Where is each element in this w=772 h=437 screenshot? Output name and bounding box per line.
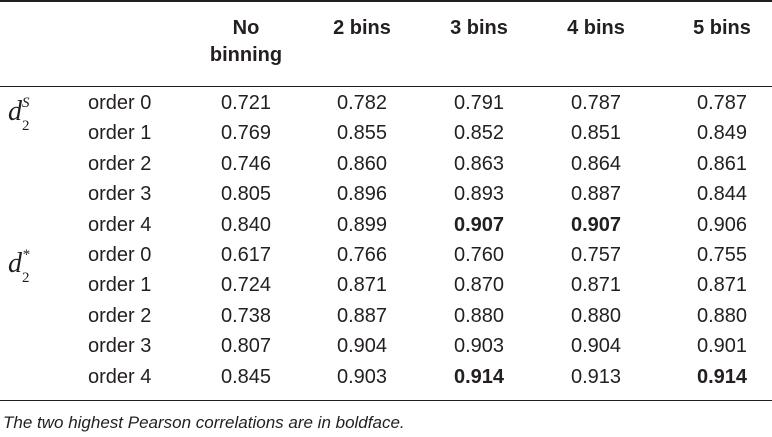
table-cell: 0.880	[453, 304, 505, 327]
table-cell: 0.880	[570, 304, 622, 327]
table-cell: 0.907	[570, 213, 622, 236]
table-row: order 1 0.724 0.871 0.870 0.871 0.871	[0, 270, 772, 300]
header-rule	[0, 86, 772, 87]
table-cell: 0.903	[453, 335, 505, 358]
row-label: order 2	[88, 152, 152, 175]
table-cell: 0.724	[220, 274, 272, 297]
table-cell: 0.904	[570, 335, 622, 358]
table-cell: 0.617	[220, 244, 272, 266]
table-cell: 0.755	[696, 244, 748, 266]
row-label: order 1	[88, 122, 152, 145]
table-row: order 4 0.845 0.903 0.914 0.913 0.914	[0, 362, 772, 392]
table-cell: 0.844	[696, 183, 748, 206]
table-cell: 0.746	[220, 152, 272, 175]
header-no-binning-line2: binning	[209, 44, 283, 66]
group-symbol-1: d * 2	[8, 247, 30, 286]
table-cell: 0.907	[453, 213, 505, 236]
header-no-binning: No binning	[186, 15, 306, 69]
table-top-rule	[0, 0, 772, 2]
header-no-binning-line1: No	[232, 17, 260, 39]
row-label: order 2	[88, 304, 152, 327]
table-cell: 0.870	[453, 274, 505, 297]
table-row: order 3 0.807 0.904 0.903 0.904 0.901	[0, 331, 772, 361]
table-cell: 0.807	[220, 335, 272, 358]
table-cell: 0.840	[220, 213, 272, 236]
table-cell: 0.860	[336, 152, 388, 175]
table-cell: 0.766	[336, 244, 388, 266]
table-row: order 0 0.721 0.782 0.791 0.787 0.787	[0, 88, 772, 118]
table-cell: 0.851	[570, 122, 622, 145]
table-cell: 0.914	[453, 365, 505, 388]
table-cell: 0.845	[220, 365, 272, 388]
table-cell: 0.805	[220, 183, 272, 206]
table-cell: 0.896	[336, 183, 388, 206]
table-cell: 0.787	[570, 92, 622, 114]
table-cell: 0.887	[570, 183, 622, 206]
table-row: order 0 0.617 0.766 0.760 0.757 0.755	[0, 240, 772, 270]
table-cell: 0.757	[570, 244, 622, 266]
table-cell: 0.903	[336, 365, 388, 388]
table-row: order 4 0.840 0.899 0.907 0.907 0.906	[0, 210, 772, 240]
group-symbol-subscript: 2	[22, 270, 30, 286]
group-symbol-base: d	[8, 96, 22, 127]
table-cell: 0.899	[336, 213, 388, 236]
table-cell: 0.906	[696, 213, 748, 236]
table-cell: 0.871	[570, 274, 622, 297]
table-cell: 0.760	[453, 244, 505, 266]
row-label: order 1	[88, 274, 152, 297]
table-cell: 0.721	[220, 92, 272, 114]
table-cell: 0.855	[336, 122, 388, 145]
table-row: order 2 0.746 0.860 0.863 0.864 0.861	[0, 149, 772, 179]
header-3-bins: 3 bins	[450, 17, 508, 39]
table-cell: 0.871	[336, 274, 388, 297]
group-symbol-superscript: S	[22, 95, 30, 111]
table-cell: 0.887	[336, 304, 388, 327]
table-cell: 0.861	[696, 152, 748, 175]
table-row: order 2 0.738 0.887 0.880 0.880 0.880	[0, 301, 772, 331]
table-row: order 3 0.805 0.896 0.893 0.887 0.844	[0, 179, 772, 209]
row-label: order 4	[88, 365, 152, 388]
table-cell: 0.849	[696, 122, 748, 145]
table-cell: 0.787	[696, 92, 748, 114]
row-label: order 3	[88, 335, 152, 358]
table-cell: 0.880	[696, 304, 748, 327]
row-label: order 0	[88, 244, 152, 266]
row-label: order 0	[88, 92, 152, 114]
group-symbol-base: d	[8, 248, 22, 279]
table-cell: 0.738	[220, 304, 272, 327]
table-cell: 0.871	[696, 274, 748, 297]
table-cell: 0.893	[453, 183, 505, 206]
row-label: order 3	[88, 183, 152, 206]
row-label: order 4	[88, 213, 152, 236]
table-footnote: The two highest Pearson correlations are…	[3, 413, 405, 432]
table-cell: 0.904	[336, 335, 388, 358]
table-cell: 0.914	[696, 365, 748, 388]
table-bottom-rule	[0, 400, 772, 401]
table-row: order 1 0.769 0.855 0.852 0.851 0.849	[0, 118, 772, 148]
header-4-bins: 4 bins	[567, 17, 625, 39]
table-cell: 0.769	[220, 122, 272, 145]
table-cell: 0.913	[570, 365, 622, 388]
table-cell: 0.782	[336, 92, 388, 114]
group-symbol-superscript: *	[22, 247, 30, 263]
table-cell: 0.864	[570, 152, 622, 175]
header-5-bins: 5 bins	[693, 17, 751, 39]
table-cell: 0.791	[453, 92, 505, 114]
table-cell: 0.863	[453, 152, 505, 175]
header-2-bins: 2 bins	[333, 17, 391, 39]
group-symbol-subscript: 2	[22, 118, 30, 134]
table-cell: 0.852	[453, 122, 505, 145]
table-cell: 0.901	[696, 335, 748, 358]
